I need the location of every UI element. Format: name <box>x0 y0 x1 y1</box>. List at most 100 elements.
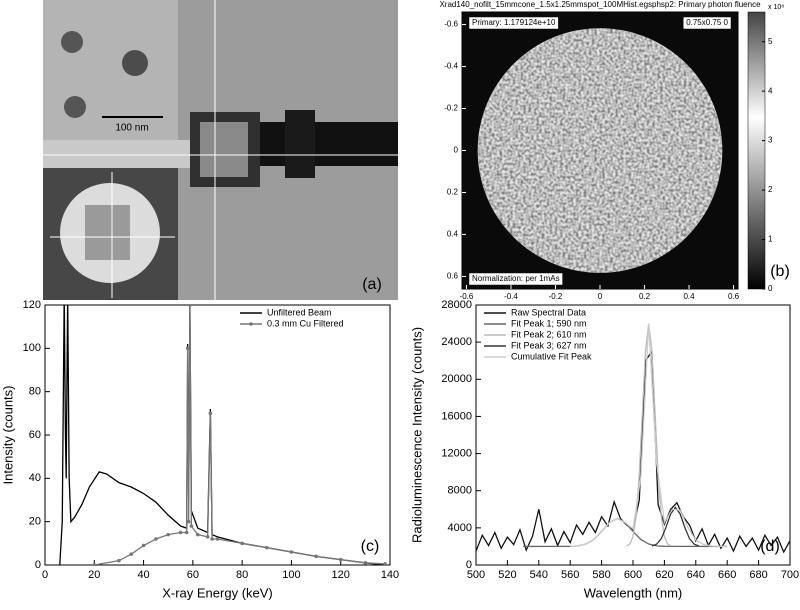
point <box>184 530 189 535</box>
y-tick-label: 16000 <box>441 410 472 422</box>
y-tick-label: 0 <box>35 559 41 571</box>
y-tick-label: 28000 <box>441 299 472 311</box>
x-tick-label: -0.6 <box>460 292 474 301</box>
y-tick-label: 20000 <box>441 373 472 385</box>
scale-bar-label: 100 nm <box>115 123 148 134</box>
annotation-box <box>682 16 732 30</box>
legend-label: Unfiltered Beam <box>267 307 332 317</box>
colorbar-tick-label: 5 <box>768 37 773 46</box>
chart-title: Xrad140_nofilt_15mmcone_1.5x1.25mmspot_1… <box>439 0 761 9</box>
y-tick-label: 0 <box>466 559 472 571</box>
x-tick-label: 140 <box>381 569 399 581</box>
point <box>210 537 214 541</box>
point <box>314 554 318 559</box>
point <box>154 537 158 541</box>
panel-label: (d) <box>760 538 780 555</box>
x-tick-label: 20 <box>88 569 100 581</box>
annotation-box <box>468 16 559 30</box>
annotation: Primary: 1.179124e+10 <box>472 18 556 27</box>
plot-series <box>59 305 387 565</box>
y-tick-label: 0.6 <box>447 272 459 281</box>
y-tick-label: 40 <box>29 472 41 484</box>
fluence-disc <box>477 28 723 273</box>
x-tick-label: 600 <box>624 569 642 581</box>
x-tick-label: 0.2 <box>639 292 651 301</box>
point <box>185 346 190 351</box>
annotation: Normalization: per 1mAs <box>472 274 560 283</box>
y-tick-label: -0.4 <box>444 62 458 71</box>
point <box>129 552 134 556</box>
x-tick-label: -0.2 <box>549 292 563 301</box>
point <box>92 563 97 565</box>
x-tick-label: 660 <box>718 569 736 581</box>
colorbar-tick-label: 1 <box>768 235 773 244</box>
x-tick-label: 60 <box>187 569 199 581</box>
x-axis-label: X-ray Energy (keV) <box>162 585 273 600</box>
x-tick-label: 120 <box>332 569 350 581</box>
y-tick-label: 0.4 <box>447 230 459 239</box>
y-tick-label: 24000 <box>441 336 472 348</box>
panel-label: (c) <box>361 538 380 555</box>
x-tick-label: 520 <box>498 569 516 581</box>
legend-label: Fit Peak 2; 610 nm <box>511 329 587 339</box>
point <box>117 558 121 563</box>
x-tick-label: 40 <box>137 569 149 581</box>
plot-frame <box>475 304 791 566</box>
point <box>208 411 213 416</box>
legend-label: Cumulative Fit Peak <box>511 351 592 361</box>
point <box>264 545 269 550</box>
x-tick-label: 640 <box>687 569 705 581</box>
y-tick-label: 0.2 <box>447 188 459 197</box>
x-tick-label: 620 <box>655 569 673 581</box>
y-tick-label: 100 <box>23 342 41 354</box>
colorbar-tick-label: 0 <box>768 284 773 293</box>
legend-marker <box>249 322 253 326</box>
series-line <box>94 305 386 565</box>
point <box>240 541 244 546</box>
legend-label: Raw Spectral Data <box>511 307 586 317</box>
x-tick-label: 540 <box>530 569 548 581</box>
point <box>289 550 294 554</box>
x-tick-label: 0 <box>42 569 48 581</box>
x-tick-label: -0.4 <box>504 292 518 301</box>
x-tick-label: 560 <box>561 569 579 581</box>
x-tick-label: 580 <box>592 569 610 581</box>
x-tick-label: 700 <box>781 569 799 581</box>
x-tick-label: 0.6 <box>728 292 740 301</box>
colorbar-tick-label: 4 <box>768 86 773 95</box>
point <box>188 305 192 307</box>
series-line <box>476 349 790 554</box>
y-tick-label: 80 <box>29 386 41 398</box>
y-tick-label: -0.2 <box>444 104 458 113</box>
plot-series <box>476 323 790 554</box>
y-tick-label: 0 <box>454 146 459 155</box>
panel-label: (a) <box>362 276 382 293</box>
point <box>189 524 194 528</box>
point <box>178 530 183 535</box>
y-tick-label: 120 <box>23 299 41 311</box>
point <box>141 543 146 548</box>
panel-label: (b) <box>770 263 790 280</box>
series-line <box>570 323 728 548</box>
annotation-box <box>468 272 563 286</box>
colorbar-unit: x 10⁸ <box>768 4 784 11</box>
point <box>383 562 387 565</box>
y-tick-label: 4000 <box>448 522 472 534</box>
x-tick-label: 100 <box>282 569 300 581</box>
y-tick-label: 8000 <box>448 485 472 497</box>
y-tick-label: 60 <box>29 429 41 441</box>
colorbar-tick-label: 2 <box>768 185 773 194</box>
colorbar <box>747 11 766 290</box>
colorbar-tick-label: 3 <box>768 136 773 145</box>
point <box>195 532 200 537</box>
x-tick-label: 0 <box>598 292 603 301</box>
point <box>338 557 343 562</box>
point <box>215 537 220 541</box>
x-tick-label: 680 <box>749 569 767 581</box>
x-tick-label: 80 <box>236 569 248 581</box>
point <box>166 532 171 537</box>
x-axis-label: Wavelength (nm) <box>584 585 683 600</box>
legend-label: Fit Peak 1; 590 nm <box>511 318 587 328</box>
y-tick-label: -0.6 <box>444 20 458 29</box>
